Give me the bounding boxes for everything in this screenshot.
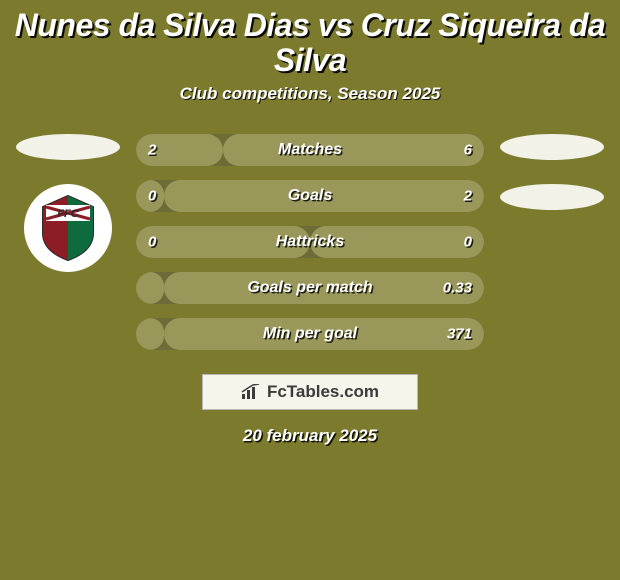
stat-value-right: 371: [447, 326, 472, 343]
brand-box: FcTables.com: [202, 374, 418, 410]
stat-value-right: 2: [464, 188, 472, 205]
club-placeholder-ellipse: [500, 184, 604, 210]
stat-label: Min per goal: [263, 325, 357, 343]
bar-fill-left: [136, 318, 164, 350]
stat-value-left: 0: [148, 234, 156, 251]
svg-text:FFC: FFC: [57, 208, 79, 220]
subtitle: Club competitions, Season 2025: [0, 84, 620, 104]
stat-row: Min per goal 371: [136, 318, 484, 350]
stat-label: Matches: [278, 141, 342, 159]
date-line: 20 february 2025: [0, 426, 620, 446]
player-placeholder-ellipse: [16, 134, 120, 160]
player-placeholder-ellipse: [500, 134, 604, 160]
stat-label: Hattricks: [276, 233, 344, 251]
stat-row: Matches 2 6: [136, 134, 484, 166]
stat-row: Goals 0 2: [136, 180, 484, 212]
bar-fill-left: [136, 272, 164, 304]
stat-row: Hattricks 0 0: [136, 226, 484, 258]
club-badge: FFC: [24, 184, 112, 272]
left-player-column: FFC: [8, 134, 128, 272]
fluminense-shield-icon: FFC: [33, 193, 103, 263]
right-player-column: [492, 134, 612, 234]
bar-chart-icon: [241, 384, 261, 400]
stats-area: FFC Matches 2 6 Goals 0 2 Hattricks 0 0 Goals per…: [0, 134, 620, 350]
stat-value-left: 2: [148, 142, 156, 159]
stat-label: Goals: [288, 187, 332, 205]
stats-bars: Matches 2 6 Goals 0 2 Hattricks 0 0 Goals per mat…: [136, 134, 484, 350]
stat-value-right: 6: [464, 142, 472, 159]
stat-row: Goals per match 0.33: [136, 272, 484, 304]
stat-label: Goals per match: [247, 279, 372, 297]
stat-value-right: 0.33: [443, 280, 472, 297]
page-title: Nunes da Silva Dias vs Cruz Siqueira da …: [0, 0, 620, 84]
brand-text: FcTables.com: [267, 382, 379, 402]
bar-fill-right: [223, 134, 484, 166]
stat-value-right: 0: [464, 234, 472, 251]
stat-value-left: 0: [148, 188, 156, 205]
